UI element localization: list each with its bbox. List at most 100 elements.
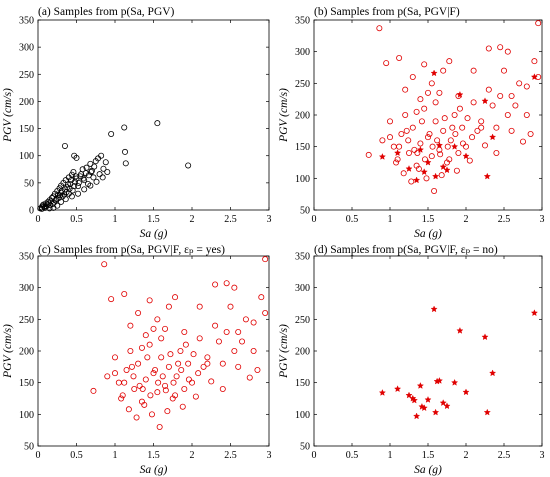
- data-point-circle: [508, 127, 515, 134]
- data-point-circle: [96, 171, 103, 178]
- data-point-circle: [246, 374, 253, 381]
- y-tick-label-b: 350: [295, 16, 310, 27]
- data-point-circle: [223, 328, 230, 335]
- data-point-circle: [66, 185, 73, 192]
- x-tick-label-d: 2.5: [498, 450, 511, 461]
- data-point-circle: [417, 96, 424, 103]
- data-point-circle: [75, 183, 82, 190]
- data-point-circle: [516, 80, 523, 87]
- y-tick-label-b: 50: [300, 206, 310, 217]
- data-point-star: [456, 91, 464, 98]
- data-point-circle: [142, 376, 149, 383]
- data-point-circle: [185, 376, 192, 383]
- data-point-circle: [408, 178, 415, 185]
- y-axis-label-d: PGV (cm/s): [278, 324, 290, 379]
- data-point-circle: [446, 58, 453, 65]
- data-point-star: [530, 73, 538, 81]
- x-tick-label-d: 0.5: [346, 450, 359, 461]
- data-point-circle: [365, 151, 372, 158]
- data-point-circle: [437, 151, 444, 158]
- data-point-circle: [112, 370, 119, 377]
- data-point-circle: [192, 393, 199, 400]
- data-point-circle: [403, 127, 410, 134]
- data-point-circle: [485, 86, 492, 93]
- data-point-circle: [396, 55, 403, 62]
- data-point-star: [432, 408, 440, 416]
- data-point-circle: [402, 112, 409, 119]
- data-point-circle: [130, 373, 137, 380]
- data-point-circle: [436, 146, 443, 153]
- data-point-circle: [62, 196, 69, 203]
- y-tick-label-d: 50: [300, 442, 310, 453]
- data-point-circle: [470, 99, 477, 106]
- data-point-circle: [456, 105, 463, 112]
- data-point-circle: [459, 140, 466, 147]
- data-point-circle: [104, 168, 111, 175]
- y-tick-label-a: 50: [24, 178, 34, 189]
- x-axis-label-b: Sa (g): [414, 228, 442, 240]
- data-point-circle: [262, 309, 269, 316]
- data-point-circle: [162, 382, 169, 389]
- data-point-star: [483, 408, 491, 416]
- x-tick-label-b: 2.5: [498, 214, 511, 225]
- data-point-circle: [383, 60, 390, 67]
- y-tick-label-d: 200: [295, 347, 310, 358]
- data-point-circle: [150, 370, 157, 377]
- data-point-circle: [172, 294, 179, 301]
- y-tick-label-c: 350: [19, 252, 34, 263]
- data-point-circle: [121, 290, 128, 297]
- panel-a-title: (a) Samples from p(Sa, PGV): [38, 6, 175, 18]
- x-tick-label-b: 0.5: [346, 214, 359, 225]
- data-point-circle: [57, 192, 64, 199]
- data-point-star: [378, 153, 386, 160]
- data-point-circle: [447, 137, 454, 144]
- data-point-star: [420, 168, 428, 176]
- data-point-circle: [196, 303, 203, 310]
- y-tick-label-b: 300: [295, 47, 310, 58]
- data-point-circle: [242, 316, 249, 323]
- data-point-circle: [165, 363, 172, 370]
- data-point-circle: [147, 392, 154, 399]
- data-point-circle: [195, 370, 202, 377]
- data-point-circle: [131, 385, 138, 392]
- data-point-star: [378, 389, 386, 396]
- data-point-circle: [87, 182, 94, 189]
- data-point-circle: [150, 325, 157, 332]
- data-point-star: [439, 399, 447, 406]
- data-point-circle: [379, 137, 386, 144]
- y-tick-label-a: 100: [19, 151, 34, 162]
- data-point-circle: [409, 124, 416, 131]
- data-point-circle: [123, 366, 130, 373]
- data-point-circle: [127, 322, 134, 329]
- data-point-circle: [102, 159, 109, 166]
- data-point-circle: [405, 149, 412, 156]
- data-point-star: [394, 385, 402, 393]
- y-tick-label-c: 300: [19, 283, 34, 294]
- data-point-circle: [466, 157, 473, 164]
- data-point-circle: [133, 414, 140, 421]
- data-point-circle: [182, 341, 189, 348]
- data-point-circle: [453, 167, 460, 174]
- data-point-circle: [108, 296, 115, 303]
- data-point-circle: [146, 341, 153, 348]
- data-point-circle: [508, 93, 515, 100]
- x-tick-label-c: 1.5: [147, 450, 160, 461]
- data-point-star: [410, 396, 418, 404]
- data-point-circle: [469, 134, 476, 141]
- x-tick-label-b: 1: [388, 214, 393, 225]
- data-point-star: [432, 172, 440, 180]
- data-point-circle: [204, 354, 211, 361]
- data-point-circle: [162, 387, 169, 394]
- data-point-circle: [393, 159, 400, 166]
- data-point-circle: [235, 328, 242, 335]
- data-point-circle: [386, 134, 393, 141]
- data-point-circle: [254, 366, 261, 373]
- data-point-circle: [167, 351, 174, 358]
- data-point-circle: [148, 411, 155, 418]
- data-point-star: [483, 172, 491, 180]
- data-point-circle: [523, 112, 530, 119]
- data-point-circle: [65, 181, 72, 188]
- y-tick-label-d: 150: [295, 378, 310, 389]
